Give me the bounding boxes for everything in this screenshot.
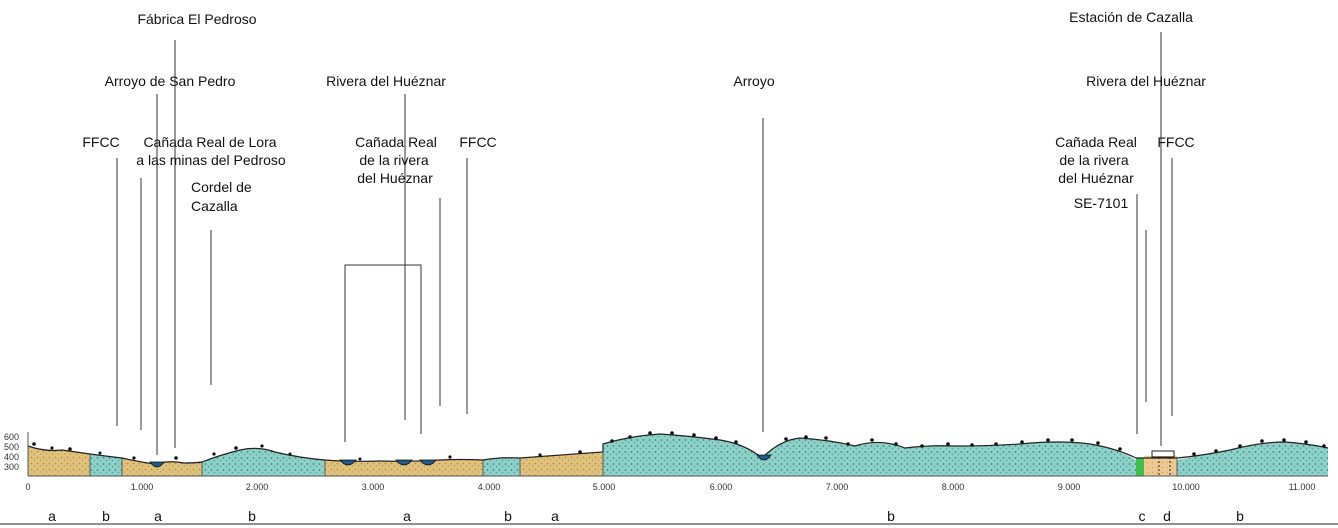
terrain-zone-b xyxy=(90,454,122,476)
label-rivera-huznar-1: Rivera del Huéznar xyxy=(326,73,446,89)
zone-letter: b xyxy=(887,508,895,524)
zone-letter: a xyxy=(551,508,559,524)
zone-letter: b xyxy=(504,508,512,524)
label-canada-lora-line2: a las minas del Pedroso xyxy=(136,152,286,168)
zone-letters: a b a b a b a b c d b xyxy=(48,508,1244,524)
zone-letter: d xyxy=(1163,508,1171,524)
label-canada-rivera-line3: del Huéznar xyxy=(357,170,433,186)
label-se-7101: SE-7101 xyxy=(1073,195,1129,211)
zone-letter: b xyxy=(1236,508,1244,524)
terrain-zone-a xyxy=(520,452,603,476)
station-structures xyxy=(1151,450,1175,476)
distance-tick-label: 8.000 xyxy=(942,482,965,492)
terrain-zone-b xyxy=(483,457,520,476)
label-ffcc-1: FFCC xyxy=(82,134,120,150)
distance-ticks: 0 1.000 2.000 3.000 4.000 5.000 6.000 7.… xyxy=(25,482,1315,492)
distance-tick-label: 7.000 xyxy=(826,482,849,492)
distance-tick-label: 0 xyxy=(25,482,30,492)
label-canada-rivera-2-line3: del Huéznar xyxy=(1058,170,1134,186)
water-channel xyxy=(419,459,437,466)
terrain-zone-b xyxy=(1177,442,1328,476)
terrain-zone-b xyxy=(603,434,1136,476)
label-cordel-line1: Cordel de xyxy=(191,179,252,195)
zone-letter: a xyxy=(154,508,162,524)
label-cordel-line2: Cazalla xyxy=(191,198,238,214)
terrain-zone-b xyxy=(202,448,325,476)
elevation-tick-label: 300 xyxy=(4,462,19,472)
label-canada-rivera-2-line1: Cañada Real xyxy=(1055,134,1137,150)
water-channel xyxy=(395,459,413,466)
label-rivera-huznar-2: Rivera del Huéznar xyxy=(1086,73,1206,89)
elevation-tick-label: 500 xyxy=(4,442,19,452)
leader-lines xyxy=(116,32,1173,455)
label-canada-rivera-line2: de la rivera xyxy=(359,152,429,168)
zone-letter: a xyxy=(403,508,411,524)
elevation-tick-label: 600 xyxy=(4,432,19,442)
zone-letter: a xyxy=(48,508,56,524)
terrain-zone-a xyxy=(28,446,90,476)
zone-letter: b xyxy=(102,508,110,524)
label-fabrica-el-pedroso: Fábrica El Pedroso xyxy=(137,11,257,27)
water-channel xyxy=(339,459,357,466)
label-canada-rivera-line1: Cañada Real xyxy=(355,134,437,150)
elevation-ticks: 600 500 400 300 xyxy=(4,432,19,472)
distance-tick-label: 5.000 xyxy=(593,482,616,492)
water-channels xyxy=(149,454,772,468)
distance-tick-label: 4.000 xyxy=(478,482,501,492)
distance-tick-label: 2.000 xyxy=(246,482,269,492)
label-ffcc-3: FFCC xyxy=(1157,134,1195,150)
distance-tick-label: 11.000 xyxy=(1289,482,1316,492)
distance-tick-label: 1.000 xyxy=(131,482,154,492)
distance-tick-label: 9.000 xyxy=(1058,482,1081,492)
label-arroyo: Arroyo xyxy=(733,73,775,89)
label-arroyo-san-pedro: Arroyo de San Pedro xyxy=(104,73,236,89)
zone-letter: c xyxy=(1139,508,1146,524)
label-canada-lora-line1: Cañada Real de Lora xyxy=(143,134,277,150)
water-channel xyxy=(756,454,772,461)
water-channel xyxy=(149,461,165,468)
terrain-zone-c xyxy=(1136,458,1144,476)
distance-tick-label: 10.000 xyxy=(1172,482,1200,492)
distance-tick-label: 3.000 xyxy=(362,482,385,492)
label-estacion-cazalla: Estación de Cazalla xyxy=(1069,9,1193,25)
terrain-zone-d xyxy=(1144,456,1177,476)
terrain-zone-a xyxy=(325,459,483,476)
zone-letter: b xyxy=(248,508,256,524)
vegetation-marks xyxy=(32,431,1326,461)
terrain-outline xyxy=(27,433,1329,465)
distance-tick-label: 6.000 xyxy=(710,482,733,492)
label-canada-rivera-2-line2: de la rivera xyxy=(1059,152,1129,168)
label-ffcc-2: FFCC xyxy=(459,134,497,150)
elevation-tick-label: 400 xyxy=(4,452,19,462)
